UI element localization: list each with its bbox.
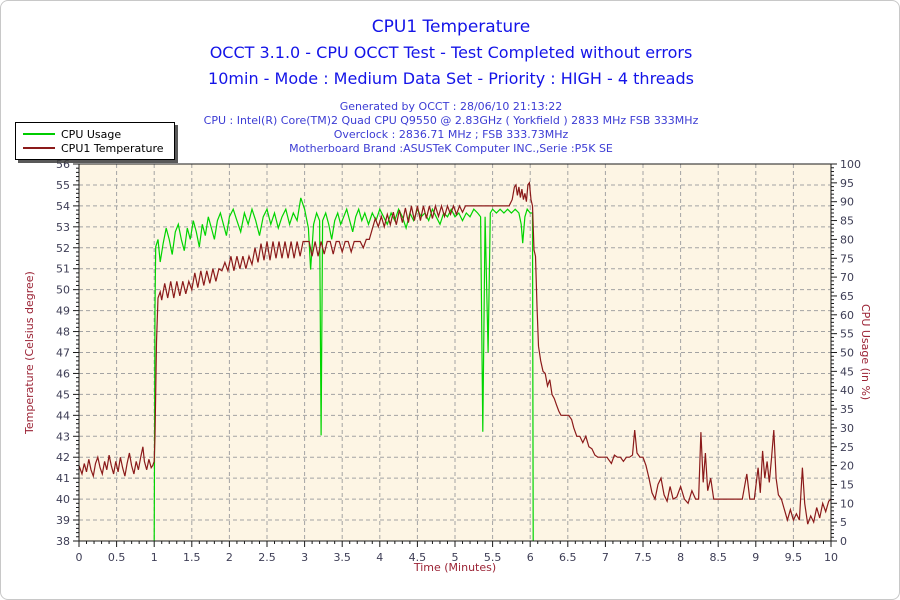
right-tick-label: 90 bbox=[840, 196, 854, 209]
left-tick-label: 52 bbox=[56, 242, 70, 255]
test-result-subtitle: OCCT 3.1.0 - CPU OCCT Test - Test Comple… bbox=[209, 43, 693, 62]
motherboard-info-line: Motherboard Brand :ASUSTeK Computer INC.… bbox=[289, 142, 613, 155]
legend-item-cpu1-temperature: CPU1 Temperature bbox=[23, 141, 164, 155]
right-tick-label: 95 bbox=[840, 177, 854, 190]
legend-label: CPU1 Temperature bbox=[61, 141, 164, 155]
left-tick-label: 50 bbox=[56, 284, 70, 297]
cpu-info-line: CPU : Intel(R) Core(TM)2 Quad CPU Q9550 … bbox=[203, 114, 699, 127]
page-title: CPU1 Temperature bbox=[371, 17, 531, 37]
x-tick-label: 6.5 bbox=[559, 551, 577, 564]
x-tick-label: 2 bbox=[226, 551, 233, 564]
right-tick-label: 45 bbox=[840, 365, 854, 378]
left-axis-title: Temperature (Celsius degree) bbox=[23, 271, 36, 434]
right-tick-label: 20 bbox=[840, 460, 854, 473]
legend-item-cpu-usage: CPU Usage bbox=[23, 127, 164, 141]
right-tick-label: 0 bbox=[840, 535, 847, 548]
x-tick-label: 9 bbox=[752, 551, 759, 564]
right-tick-label: 5 bbox=[840, 516, 847, 529]
left-tick-label: 51 bbox=[56, 263, 70, 276]
legend: CPU Usage CPU1 Temperature bbox=[15, 122, 175, 160]
legend-label: CPU Usage bbox=[61, 127, 122, 141]
left-tick-label: 55 bbox=[56, 179, 70, 192]
left-tick-label: 54 bbox=[56, 200, 70, 213]
x-tick-label: 9.5 bbox=[785, 551, 803, 564]
right-tick-label: 80 bbox=[840, 233, 854, 246]
right-tick-label: 25 bbox=[840, 441, 854, 454]
x-axis-title: Time (Minutes) bbox=[413, 561, 497, 574]
left-tick-label: 39 bbox=[56, 514, 70, 527]
right-tick-label: 85 bbox=[840, 215, 854, 228]
x-tick-label: 0 bbox=[76, 551, 83, 564]
axis-ticks bbox=[73, 163, 837, 547]
left-tick-label: 42 bbox=[56, 451, 70, 464]
x-tick-label: 6 bbox=[527, 551, 534, 564]
x-tick-label: 1 bbox=[151, 551, 158, 564]
x-tick-label: 2.5 bbox=[258, 551, 276, 564]
right-tick-label: 65 bbox=[840, 290, 854, 303]
x-tick-label: 7 bbox=[602, 551, 609, 564]
cpu-usage-series bbox=[153, 197, 534, 541]
right-tick-label: 40 bbox=[840, 384, 854, 397]
left-tick-label: 45 bbox=[56, 388, 70, 401]
right-tick-label: 35 bbox=[840, 403, 854, 416]
cpu1-temperature-line-swatch bbox=[23, 147, 55, 149]
right-tick-label: 15 bbox=[840, 478, 854, 491]
right-tick-label: 55 bbox=[840, 328, 854, 341]
left-tick-label: 41 bbox=[56, 472, 70, 485]
tick-labels: 3839404142434445464748495051525354555605… bbox=[56, 158, 861, 564]
left-tick-label: 48 bbox=[56, 326, 70, 339]
test-settings-subtitle: 10min - Mode : Medium Data Set - Priorit… bbox=[208, 69, 694, 88]
left-tick-label: 53 bbox=[56, 221, 70, 234]
right-axis-title: CPU Usage (in %) bbox=[859, 304, 872, 401]
x-tick-label: 7.5 bbox=[634, 551, 652, 564]
x-tick-label: 1.5 bbox=[183, 551, 201, 564]
right-tick-label: 75 bbox=[840, 252, 854, 265]
x-tick-label: 4.5 bbox=[409, 551, 427, 564]
x-tick-label: 3 bbox=[301, 551, 308, 564]
x-tick-label: 3.5 bbox=[333, 551, 351, 564]
right-tick-label: 100 bbox=[840, 158, 861, 171]
left-tick-label: 40 bbox=[56, 493, 70, 506]
left-tick-label: 46 bbox=[56, 367, 70, 380]
gridlines bbox=[79, 164, 831, 541]
generated-timestamp: Generated by OCCT : 28/06/10 21:13:22 bbox=[339, 100, 563, 113]
left-tick-label: 47 bbox=[56, 347, 70, 360]
left-tick-label: 38 bbox=[56, 535, 70, 548]
right-tick-label: 30 bbox=[840, 422, 854, 435]
cpu-usage-line-swatch bbox=[23, 133, 55, 135]
x-tick-label: 5.5 bbox=[484, 551, 502, 564]
x-tick-label: 10 bbox=[824, 551, 838, 564]
left-tick-label: 44 bbox=[56, 409, 70, 422]
right-tick-label: 10 bbox=[840, 497, 854, 510]
x-tick-label: 4 bbox=[376, 551, 383, 564]
cpu1-temperature-series bbox=[79, 181, 831, 525]
left-tick-label: 56 bbox=[56, 158, 70, 171]
left-tick-label: 49 bbox=[56, 305, 70, 318]
right-tick-label: 70 bbox=[840, 271, 854, 284]
left-tick-label: 43 bbox=[56, 430, 70, 443]
overclock-info-line: Overclock : 2836.71 MHz ; FSB 333.73MHz bbox=[333, 128, 569, 141]
x-tick-label: 8.5 bbox=[709, 551, 727, 564]
x-tick-label: 8 bbox=[677, 551, 684, 564]
x-tick-label: 0.5 bbox=[108, 551, 126, 564]
x-tick-label: 5 bbox=[452, 551, 459, 564]
right-tick-label: 50 bbox=[840, 347, 854, 360]
right-tick-label: 60 bbox=[840, 309, 854, 322]
